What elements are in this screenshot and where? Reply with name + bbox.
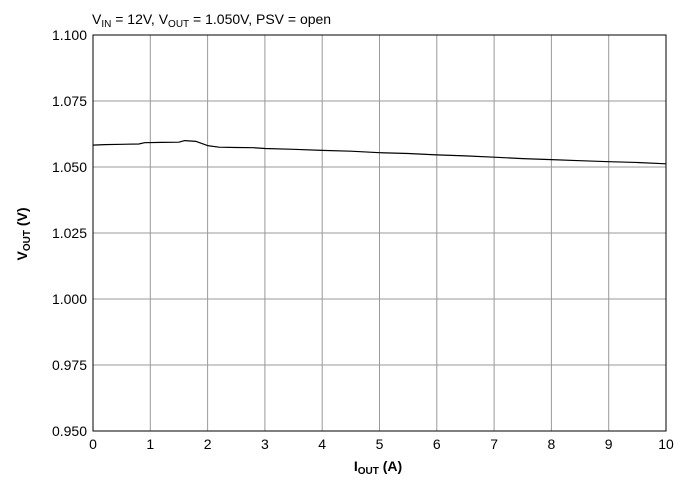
y-tick-label: 1.000 (52, 291, 87, 307)
x-tick-label: 3 (261, 436, 269, 452)
x-tick-label: 7 (490, 436, 498, 452)
x-tick-label: 5 (376, 436, 384, 452)
y-tick-label: 0.975 (52, 357, 87, 373)
x-tick-label: 8 (548, 436, 556, 452)
grid-lines (93, 35, 666, 431)
y-axis-title: VOUT (V) (14, 207, 33, 260)
series-line (92, 140, 667, 165)
y-tick-label: 1.050 (52, 159, 87, 175)
chart-conditions: VIN = 12V, VOUT = 1.050V, PSV = open (92, 11, 331, 30)
plot-frame (92, 34, 667, 432)
series-layer (92, 140, 667, 165)
y-tick-label: 1.100 (52, 27, 87, 43)
x-tick-label: 10 (658, 436, 674, 452)
y-tick-label: 1.075 (52, 93, 87, 109)
x-axis-title: IOUT (A) (354, 458, 402, 477)
y-tick-labels: 0.950 0.975 1.000 1.025 1.050 1.075 1.100 (52, 27, 87, 439)
x-tick-label: 1 (146, 436, 154, 452)
x-tick-label: 4 (318, 436, 326, 452)
x-tick-label: 2 (204, 436, 212, 452)
y-tick-label: 0.950 (52, 423, 87, 439)
x-tick-label: 9 (605, 436, 613, 452)
x-tick-label: 6 (433, 436, 441, 452)
y-tick-label: 1.025 (52, 225, 87, 241)
x-tick-labels: 0 1 2 3 4 5 6 7 8 9 10 (89, 436, 674, 452)
x-tick-label: 0 (89, 436, 97, 452)
